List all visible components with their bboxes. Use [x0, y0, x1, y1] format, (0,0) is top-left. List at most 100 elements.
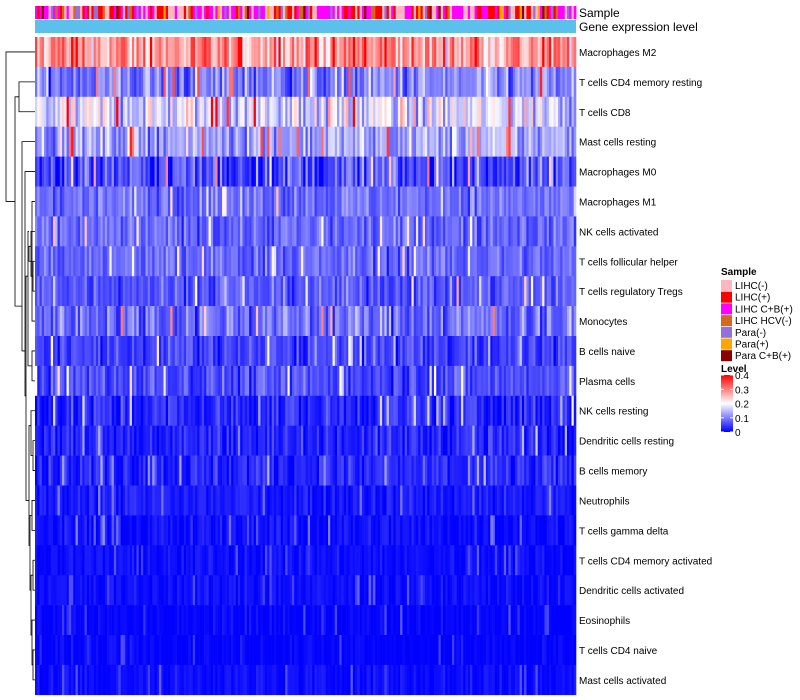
heatmap-cell: [501, 126, 505, 157]
heatmap-cell: [55, 515, 58, 546]
heatmap-cell: [526, 246, 529, 277]
heatmap-cell: [413, 126, 417, 157]
heatmap-cell: [195, 395, 198, 426]
heatmap-cell: [109, 216, 112, 247]
heatmap-cell: [328, 306, 331, 337]
heatmap-cell: [291, 575, 295, 606]
heatmap-cell: [418, 365, 421, 397]
heatmap-cell: [388, 365, 392, 397]
heatmap-cell: [406, 515, 410, 546]
heatmap-cell: [210, 306, 214, 337]
heatmap-cell: [535, 186, 538, 217]
heatmap-cell: [490, 395, 493, 426]
heatmap-cell: [294, 37, 297, 68]
heatmap-cell: [224, 455, 227, 486]
heatmap-cell: [93, 37, 97, 68]
heatmap-cell: [129, 96, 133, 127]
heatmap-cell: [355, 575, 358, 606]
heatmap-cell: [179, 575, 182, 606]
heatmap-cell: [93, 66, 97, 98]
heatmap-cell: [73, 276, 76, 307]
heatmap-cell: [512, 425, 516, 456]
heatmap-cell: [397, 395, 401, 426]
heatmap-cell: [427, 395, 430, 426]
heatmap-row: [35, 336, 577, 367]
heatmap-cell: [341, 96, 345, 127]
heatmap-cell: [285, 66, 288, 98]
heatmap-cell: [39, 37, 43, 68]
heatmap-cell: [537, 515, 541, 546]
heatmap-cell: [445, 575, 448, 606]
heatmap-cell: [359, 545, 363, 576]
heatmap-cell: [71, 336, 74, 367]
heatmap-cell: [291, 425, 295, 456]
heatmap-cell: [463, 395, 466, 426]
heatmap-cell: [332, 425, 336, 456]
heatmap-cell: [310, 186, 313, 217]
heatmap-cell: [339, 216, 342, 247]
heatmap-cell: [161, 156, 164, 187]
heatmap-cell: [102, 545, 106, 576]
heatmap-cell: [264, 605, 268, 636]
heatmap-cell: [386, 37, 390, 68]
heatmap-cell: [364, 216, 367, 247]
heatmap-cell: [530, 186, 534, 217]
heatmap-cell: [233, 276, 236, 307]
heatmap-cell: [348, 306, 351, 337]
heatmap-cell: [258, 455, 261, 486]
heatmap-cell: [231, 395, 234, 426]
heatmap-cell: [560, 66, 563, 98]
heatmap-cell: [334, 216, 338, 247]
heatmap-cell: [77, 425, 81, 456]
heatmap-cell: [566, 66, 570, 98]
heatmap-cell: [174, 96, 178, 127]
heatmap-cell: [161, 605, 164, 636]
heatmap-cell: [546, 515, 550, 546]
heatmap-cell: [77, 126, 81, 157]
heatmap-cell: [278, 485, 281, 516]
heatmap-cell: [300, 425, 304, 456]
heatmap-cell: [573, 96, 577, 127]
heatmap-cell: [375, 395, 378, 426]
heatmap-cell: [240, 156, 243, 187]
heatmap-cell: [454, 336, 457, 367]
heatmap-cell: [244, 425, 248, 456]
heatmap-cell: [46, 455, 49, 486]
heatmap-cell: [391, 126, 394, 157]
heatmap-cell: [154, 216, 158, 247]
heatmap-cell: [113, 425, 117, 456]
heatmap-cell: [535, 365, 538, 397]
heatmap-cell: [127, 186, 130, 217]
heatmap-cell: [553, 455, 557, 486]
heatmap-cell: [206, 395, 209, 426]
heatmap-cell: [319, 575, 322, 606]
heatmap-cell: [35, 66, 38, 98]
heatmap-cell: [470, 336, 473, 367]
heatmap-cell: [98, 515, 101, 546]
heatmap-cell: [249, 515, 252, 546]
heatmap-cell: [59, 186, 63, 217]
heatmap-cell: [544, 276, 547, 307]
heatmap-cell: [134, 545, 137, 576]
heatmap-cell: [427, 575, 430, 606]
heatmap-cell: [120, 425, 124, 456]
heatmap-cell: [113, 395, 117, 426]
heatmap-cell: [134, 365, 137, 397]
heatmap-cell: [201, 395, 205, 426]
heatmap-cell: [328, 336, 331, 367]
heatmap-cell: [84, 395, 88, 426]
heatmap-cell: [515, 485, 518, 516]
heatmap-cell: [219, 156, 223, 187]
heatmap-cell: [278, 515, 281, 546]
heatmap-cell: [499, 485, 502, 516]
heatmap-cell: [226, 365, 230, 397]
heatmap-cell: [357, 276, 360, 307]
heatmap-cell: [262, 575, 266, 606]
heatmap-cell: [62, 395, 65, 426]
heatmap-cell: [113, 96, 117, 127]
heatmap-cell: [330, 455, 333, 486]
heatmap-cell: [188, 96, 191, 127]
heatmap-cell: [195, 216, 198, 247]
sample-cell: [102, 6, 106, 19]
heatmap-cell: [77, 216, 81, 247]
